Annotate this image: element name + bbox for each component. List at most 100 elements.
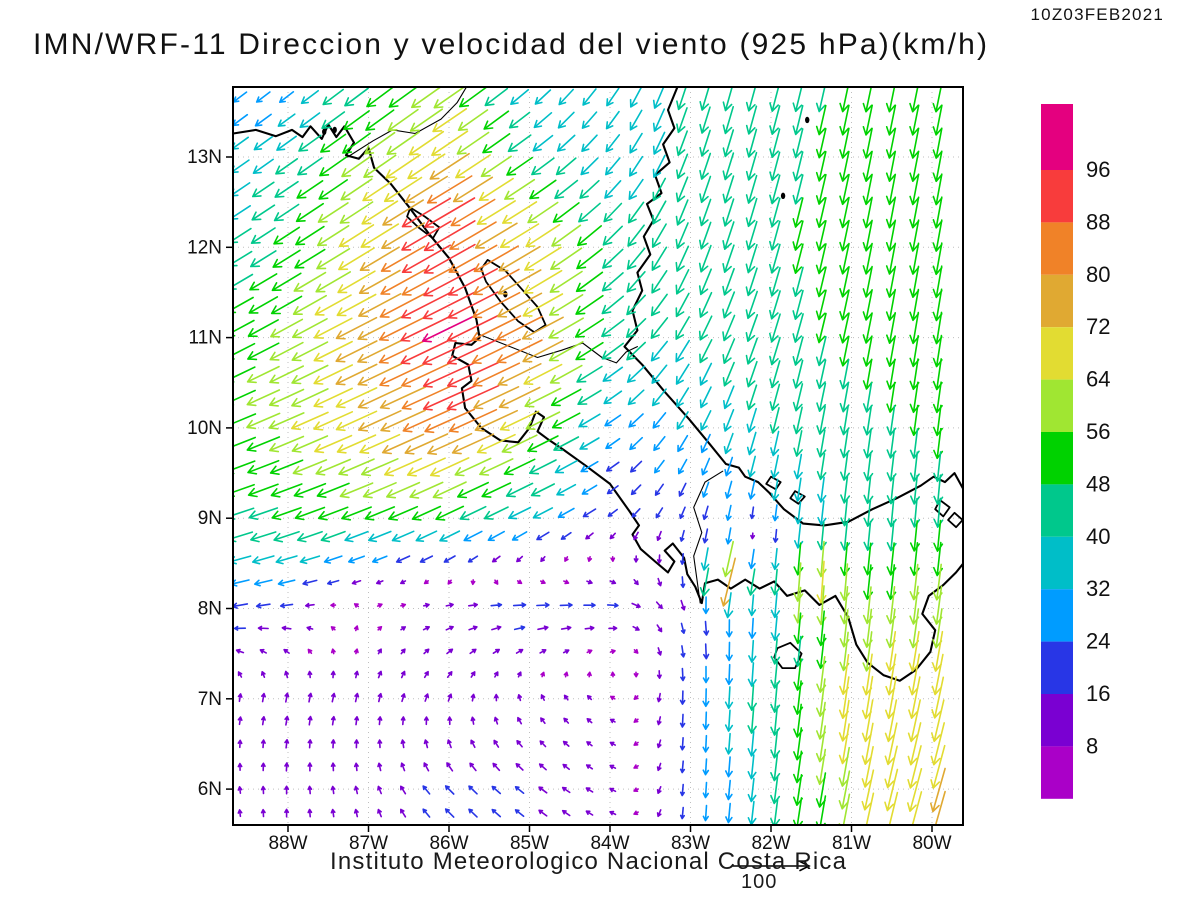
wind-arrow: [451, 433, 495, 455]
wind-arrow: [233, 483, 255, 497]
wind-arrow: [551, 412, 581, 429]
wind-arrow: [468, 602, 478, 608]
wind-arrow: [605, 157, 621, 176]
wind-arrow: [932, 173, 943, 206]
wind-arrow: [930, 767, 946, 813]
wind-arrow: [401, 291, 452, 319]
wind-arrow: [540, 717, 546, 725]
wind-arrow: [251, 204, 276, 221]
wind-arrow: [364, 131, 396, 155]
wind-arrow: [447, 693, 453, 702]
wind-arrow: [422, 337, 478, 366]
wind-arrow: [377, 716, 383, 726]
wind-arrow: [532, 134, 554, 152]
wind-arrow: [271, 506, 302, 521]
wind-arrow: [357, 339, 403, 364]
wind-arrow: [538, 809, 548, 817]
wind-arrow: [606, 602, 619, 608]
colorbar-swatch: [1041, 104, 1073, 170]
wind-arrow: [676, 130, 688, 157]
wind-arrow: [379, 386, 427, 410]
wind-arrow: [680, 576, 686, 589]
wind-arrow: [379, 362, 427, 387]
wind-arrow: [377, 762, 383, 772]
wind-arrow: [348, 555, 365, 564]
wind-arrow: [497, 363, 542, 386]
wind-arrow: [699, 221, 712, 250]
wind-arrow: [702, 665, 710, 684]
wind-arrow: [432, 481, 467, 499]
wind-arrow: [233, 531, 254, 543]
wind-arrow: [522, 293, 564, 317]
wind-arrow: [331, 692, 336, 703]
wind-arrow: [317, 225, 350, 247]
wind-arrow: [725, 504, 732, 521]
wind-arrow: [581, 484, 598, 495]
axis-labels: 13N 12N 11N 10N 9N 8N 7N 6N 88W 87W 86W 85W 84W 83W 82…: [187, 147, 951, 854]
wind-arrow: [270, 318, 304, 338]
wind-arrow: [609, 764, 617, 770]
wind-arrow: [339, 201, 374, 224]
wind-arrow: [676, 153, 689, 180]
wind-arrow: [839, 150, 850, 182]
wind-arrow: [631, 508, 641, 518]
wind-arrow: [816, 540, 827, 578]
wind-arrow: [233, 460, 256, 475]
wind-arrow: [273, 203, 300, 222]
wind-arrow: [377, 626, 383, 631]
institution-footer: Instituto Meteorologico Nacional Costa R…: [330, 848, 848, 875]
wind-arrow: [268, 388, 305, 407]
wind-arrow: [479, 458, 514, 476]
colorbar-swatch: [1041, 746, 1073, 799]
wind-arrow: [698, 315, 713, 341]
wind-arrow: [930, 722, 945, 766]
wind-arrow: [633, 671, 639, 678]
wind-arrow: [330, 762, 336, 772]
wind-arrow: [656, 786, 662, 794]
wind-arrow: [515, 763, 524, 771]
wind-arrow: [233, 91, 248, 103]
wind-arrow: [471, 315, 522, 342]
wind-arrow: [353, 785, 359, 795]
wind-arrow: [525, 223, 561, 248]
wind-arrow: [445, 602, 454, 608]
wind-arrow: [358, 410, 402, 432]
wind-arrow: [260, 785, 266, 795]
wind-arrow: [650, 293, 668, 317]
wind-arrow: [932, 219, 943, 252]
colorbar-label: 72: [1086, 314, 1110, 339]
wind-arrow: [292, 318, 328, 339]
wind-arrow: [747, 777, 757, 803]
wind-arrow: [237, 809, 243, 818]
wind-arrow: [633, 579, 639, 586]
wind-arrow: [377, 670, 383, 679]
wind-arrow: [233, 366, 256, 383]
wind-arrow: [314, 434, 353, 454]
plot-frame: [226, 86, 964, 832]
lake-or-island-outline: [789, 490, 806, 505]
wind-arrow: [679, 529, 685, 542]
wind-arrow: [517, 671, 522, 678]
wind-arrow: [281, 625, 292, 631]
wind-arrow: [746, 568, 757, 596]
colorbar-swatch: [1041, 222, 1073, 275]
small-island-dot: [332, 126, 337, 134]
wind-arrow: [491, 555, 501, 563]
wind-arrow: [291, 341, 329, 362]
wind-arrow: [307, 648, 313, 655]
wind-arrow: [404, 175, 448, 204]
wind-arrow: [429, 152, 470, 180]
wind-arrow: [627, 389, 645, 406]
wind-arrow: [233, 507, 255, 520]
wind-arrow: [579, 437, 600, 450]
wind-arrow: [770, 638, 781, 665]
wind-arrow: [574, 318, 605, 338]
wind-arrow: [527, 201, 559, 224]
lake-or-island-outline: [765, 475, 782, 491]
wind-arrow: [885, 653, 897, 696]
wind-arrow: [699, 198, 712, 227]
wind-arrow: [469, 648, 477, 655]
wind-arrow: [550, 247, 583, 270]
wind-arrow: [261, 692, 266, 703]
lat-axis-label: 7N: [198, 689, 222, 710]
